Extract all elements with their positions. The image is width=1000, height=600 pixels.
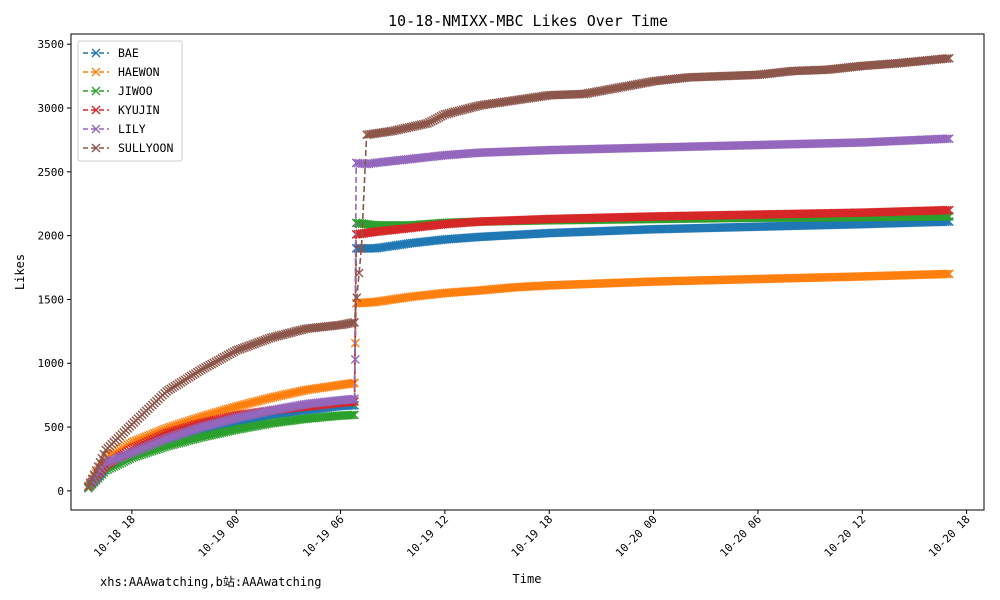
- data-point: [942, 53, 952, 63]
- x-axis: 10-18 18 10-19 00 10-19 06 10-19 12 10-19 18…: [91, 510, 973, 560]
- data-point: [350, 354, 360, 364]
- legend-label: JIWOO: [118, 84, 153, 98]
- y-tick-label: 2500: [38, 166, 65, 179]
- data-point: [347, 394, 357, 404]
- data-point: [356, 243, 366, 253]
- legend-item: BAE: [83, 46, 139, 60]
- data-point: [944, 53, 954, 63]
- legend-label: HAEWON: [118, 65, 160, 79]
- x-axis-label: Time: [513, 572, 542, 586]
- y-tick-label: 3500: [38, 38, 65, 51]
- series-sullyoon: [83, 53, 954, 492]
- legend-label: SULLYOON: [118, 141, 173, 155]
- chart-title: 10-18-NMIXX-MBC Likes Over Time: [388, 12, 668, 30]
- legend-item: HAEWON: [83, 65, 160, 79]
- data-point: [349, 317, 359, 327]
- legend-item: JIWOO: [83, 84, 153, 98]
- x-tick-label: 10-19 12: [404, 513, 451, 560]
- data-point: [345, 394, 355, 404]
- y-tick-label: 500: [44, 421, 64, 434]
- x-tick-label: 10-20 06: [717, 513, 764, 560]
- legend-marker: [91, 86, 101, 96]
- series-kyujin: [83, 205, 954, 492]
- data-point: [352, 293, 362, 303]
- x-tick-label: 10-20 18: [926, 513, 973, 560]
- data-point: [942, 269, 952, 279]
- data-point: [942, 205, 952, 215]
- data-point: [349, 410, 359, 420]
- legend-box: [77, 40, 183, 162]
- legend-marker: [91, 143, 101, 153]
- y-tick-label: 2000: [38, 230, 65, 243]
- x-tick-label: 10-19 00: [196, 513, 243, 560]
- legend-item: SULLYOON: [83, 141, 173, 155]
- legend-label: BAE: [118, 46, 139, 60]
- data-point: [942, 134, 952, 144]
- data-point: [944, 205, 954, 215]
- y-tick-label: 3000: [38, 102, 65, 115]
- series-lily: [83, 134, 954, 492]
- data-point: [349, 394, 359, 404]
- legend-marker: [91, 67, 101, 77]
- data-point: [940, 205, 950, 215]
- data-point: [944, 134, 954, 144]
- data-point: [347, 318, 357, 328]
- y-tick-label: 1500: [38, 293, 65, 306]
- data-point: [347, 410, 357, 420]
- data-point: [940, 269, 950, 279]
- watermark: xhs:AAAwatching,b站:AAAwatching: [100, 575, 322, 589]
- legend-item: KYUJIN: [83, 103, 160, 117]
- series-layer: [83, 53, 954, 493]
- legend-marker: [91, 48, 101, 58]
- data-point: [354, 268, 364, 278]
- legend-item: LILY: [83, 122, 146, 136]
- data-point: [940, 134, 950, 144]
- legend: BAE HAEWON JIWOO KYUJIN LILY SULLYOON: [77, 40, 183, 162]
- legend-marker: [91, 105, 101, 115]
- x-tick-label: 10-19 18: [509, 513, 556, 560]
- y-axis-label: Likes: [13, 254, 27, 290]
- legend-label: KYUJIN: [118, 103, 160, 117]
- y-axis: 0 500 1000 1500 2000 2500 3000 3500: [38, 38, 71, 498]
- data-point: [345, 410, 355, 420]
- x-tick-label: 10-18 18: [91, 513, 138, 560]
- x-tick-label: 10-20 12: [822, 513, 869, 560]
- legend-label: LILY: [118, 122, 146, 136]
- y-tick-label: 1000: [38, 357, 65, 370]
- y-tick-label: 0: [57, 485, 64, 498]
- data-point: [944, 269, 954, 279]
- x-tick-label: 10-19 06: [300, 513, 347, 560]
- x-tick-label: 10-20 00: [613, 513, 660, 560]
- legend-marker: [91, 124, 101, 134]
